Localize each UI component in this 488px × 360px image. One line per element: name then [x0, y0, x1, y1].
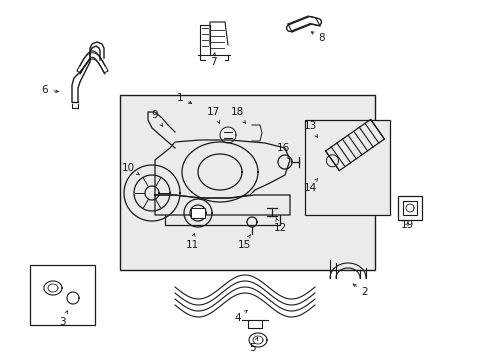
Text: 5: 5	[248, 338, 257, 353]
Text: 15: 15	[237, 235, 250, 250]
Text: 17: 17	[206, 107, 219, 123]
Bar	[402, 201, 416, 215]
Text: 11: 11	[185, 234, 198, 250]
Text: 18: 18	[230, 107, 245, 123]
Text: 8: 8	[310, 32, 325, 43]
Text: 3: 3	[59, 311, 67, 327]
Bar	[120, 95, 374, 270]
Text: 19: 19	[400, 220, 413, 230]
Text: 10: 10	[121, 163, 140, 175]
Text: 9: 9	[151, 110, 162, 126]
Bar	[305, 120, 389, 215]
Text: 7: 7	[209, 53, 216, 67]
Bar	[397, 196, 421, 220]
Text: 4: 4	[234, 310, 247, 323]
Text: 14: 14	[303, 178, 317, 193]
Text: 13: 13	[303, 121, 317, 137]
Text: 1: 1	[176, 93, 191, 104]
Text: 16: 16	[276, 143, 289, 159]
Bar	[30, 265, 95, 325]
Text: 12: 12	[273, 218, 286, 233]
Text: 6: 6	[41, 85, 58, 95]
Text: 2: 2	[352, 284, 367, 297]
Bar	[191, 208, 204, 218]
